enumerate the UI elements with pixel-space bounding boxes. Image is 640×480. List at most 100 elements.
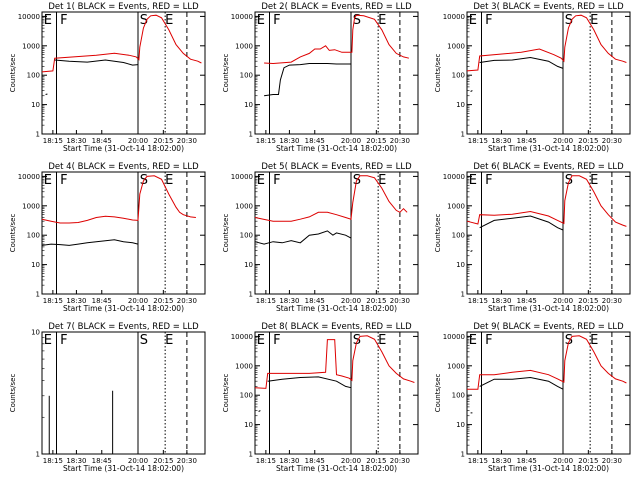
phase-marker: S [565,13,573,28]
x-tick-label: 20:30 [390,137,410,145]
phase-marker: E [257,13,265,28]
y-tick-label: 10000 [231,333,253,341]
x-tick-label: 20:30 [602,297,622,305]
series-red-lld [254,175,408,222]
panel-title: Det 6( BLACK = Events, RED = LLD [473,162,624,172]
x-tick-label: 20:30 [177,297,197,305]
y-tick-label: 10 [31,329,40,337]
x-tick-label: 18:30 [491,297,511,305]
phase-marker: E [165,333,173,348]
x-axis-label: Start Time (31-Oct-14 18:02:00) [276,144,397,153]
phase-marker: E [590,333,598,348]
panel-title: Det 1( BLACK = Events, RED = LLD [48,2,199,12]
x-tick-label: 18:45 [517,137,537,145]
phase-marker: E [165,13,173,28]
y-tick-label: 100 [452,232,465,240]
y-tick-label: 10 [456,101,465,109]
series-black-events [470,56,564,92]
y-tick-label: 1000 [447,42,465,50]
x-tick-label: 18:30 [66,297,86,305]
x-tick-label: 18:15 [468,457,488,465]
y-tick-label: 1000 [235,362,253,370]
panel-title: Det 2( BLACK = Events, RED = LLD [261,2,412,12]
phase-marker: S [140,13,148,28]
y-tick-label: 10000 [231,13,253,21]
y-tick-label: 100 [27,232,40,240]
panel-title: Det 8( BLACK = Events, RED = LLD [261,322,412,332]
series-red-lld [466,14,627,72]
y-tick-label: 10000 [18,13,40,21]
phase-marker: E [257,173,265,188]
x-tick-label: 20:00 [553,137,573,145]
phase-marker: S [353,333,361,348]
y-tick-label: 1000 [447,202,465,210]
y-tick-label: 10 [31,101,40,109]
y-tick-label: 10 [244,421,253,429]
y-axis-label: Counts/sec [222,374,230,413]
plot-frame [466,171,631,295]
y-tick-label: 10000 [443,173,465,181]
phase-marker: F [273,173,280,188]
y-axis-label: Counts/sec [9,54,17,93]
y-tick-label: 100 [27,72,40,80]
x-tick-label: 18:15 [256,457,276,465]
x-tick-label: 20:15 [153,297,173,305]
x-tick-label: 18:15 [468,297,488,305]
y-tick-label: 10 [456,421,465,429]
x-tick-label: 20:00 [128,457,148,465]
phase-marker: F [60,333,67,348]
x-axis-label: Start Time (31-Oct-14 18:02:00) [276,304,397,313]
phase-marker: E [44,13,52,28]
x-tick-label: 20:15 [578,457,598,465]
x-tick-label: 18:15 [43,297,63,305]
phase-marker: E [44,333,52,348]
phase-marker: E [165,173,173,188]
y-axis-label: Counts/sec [222,54,230,93]
series-black-events [45,59,139,95]
y-axis-label: Counts/sec [9,214,17,253]
phase-marker: F [485,13,492,28]
plot-frame [254,11,419,135]
phase-marker: F [273,333,280,348]
panel-det-3: Det 3( BLACK = Events, RED = LLD 1 10 100 10… [434,2,631,153]
panel-det-1: Det 1( BLACK = Events, RED = LLD 1 10 100 10… [9,2,206,153]
y-tick-label: 1 [36,451,40,459]
x-tick-label: 18:45 [92,137,112,145]
panel-det-2: Det 2( BLACK = Events, RED = LLD 1 10 100 10… [222,2,419,153]
phase-marker: E [469,13,477,28]
x-tick-label: 18:30 [66,137,86,145]
y-tick-label: 10 [244,261,253,269]
x-tick-label: 20:00 [128,297,148,305]
plot-frame [466,331,631,455]
y-axis-label: Counts/sec [434,374,442,413]
series-black-events [41,239,139,246]
y-axis-label: Counts/sec [222,214,230,253]
y-tick-label: 1 [249,131,253,139]
y-tick-label: 10000 [443,13,465,21]
x-tick-label: 20:15 [153,457,173,465]
y-tick-label: 1000 [22,202,40,210]
y-tick-label: 1 [36,131,40,139]
y-tick-label: 100 [240,392,253,400]
x-tick-label: 20:30 [602,457,622,465]
y-tick-label: 100 [240,72,253,80]
y-tick-label: 10000 [443,333,465,341]
y-tick-label: 1 [461,451,465,459]
x-tick-label: 18:15 [256,297,276,305]
series-black-events [254,230,352,245]
panel-title: Det 4( BLACK = Events, RED = LLD [48,162,199,172]
x-tick-label: 18:30 [279,457,299,465]
series-black-events [264,63,351,97]
panel-det-5: Det 5( BLACK = Events, RED = LLD 1 10 100 10… [222,162,419,313]
x-tick-label: 18:45 [92,297,112,305]
y-axis-label: Counts/sec [434,214,442,253]
phase-marker: E [378,173,386,188]
y-tick-label: 10 [456,261,465,269]
y-tick-label: 10000 [18,173,40,181]
phase-marker: E [590,13,598,28]
plot-frame [41,171,206,295]
x-tick-label: 18:45 [517,457,537,465]
x-tick-label: 18:30 [491,457,511,465]
phase-marker: F [60,173,67,188]
